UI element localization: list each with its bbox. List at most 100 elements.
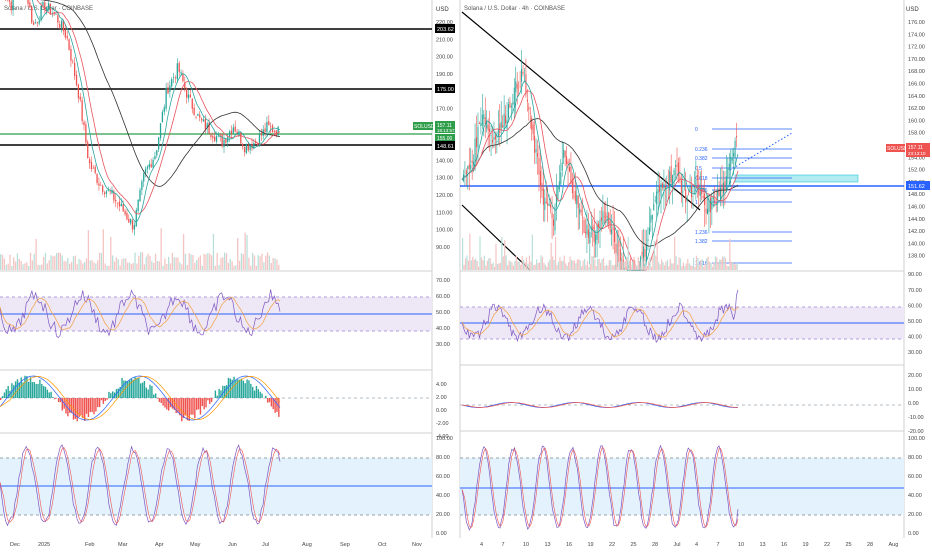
volume-bar — [136, 264, 137, 270]
volume-bar — [632, 261, 633, 270]
candle — [611, 230, 612, 234]
date-tick: 7 — [717, 542, 720, 548]
candle — [143, 173, 144, 181]
volume-bar — [161, 228, 162, 270]
candle — [126, 213, 127, 219]
volume-bar — [15, 262, 16, 270]
macd-bar — [194, 398, 195, 418]
candle — [485, 117, 486, 124]
volume-bar — [561, 261, 562, 270]
volume-bar — [556, 265, 557, 270]
date-tick: 4 — [695, 542, 698, 548]
volume-bar — [0, 254, 1, 270]
rsi-tick: 30.00 — [908, 350, 922, 356]
macd-bar — [203, 398, 204, 409]
macd-bar — [196, 398, 197, 410]
candle — [210, 135, 211, 137]
candle — [177, 63, 178, 79]
candle — [104, 192, 105, 194]
candle — [268, 121, 269, 125]
volume-bar — [520, 265, 521, 270]
macd-bar — [28, 382, 29, 398]
macd-bar — [155, 393, 156, 398]
candle — [668, 185, 669, 186]
candle — [675, 165, 676, 166]
candle — [476, 137, 477, 147]
rsi-tick: 50.00 — [436, 310, 450, 316]
volume-bar — [463, 265, 464, 270]
support-zone[interactable] — [735, 175, 858, 182]
macd-bar — [50, 392, 51, 398]
candle — [48, 3, 49, 8]
volume-bar — [95, 264, 96, 270]
candle — [604, 216, 605, 217]
volume-bar — [30, 253, 31, 270]
candle — [470, 165, 471, 169]
volume-bar — [609, 260, 610, 270]
price-tick: 166.00 — [908, 82, 925, 88]
macd-bar — [47, 390, 48, 398]
volume-bar — [504, 240, 505, 270]
volume-bar — [577, 259, 578, 270]
price-tick: 170.00 — [908, 57, 925, 63]
volume-bar — [112, 255, 113, 270]
candle — [106, 191, 107, 194]
candle — [576, 195, 577, 204]
volume-bar — [613, 265, 614, 270]
candle — [703, 196, 704, 198]
volume-bar — [564, 256, 565, 270]
candle — [469, 164, 470, 169]
volume-bar — [558, 262, 559, 270]
candle — [694, 186, 695, 188]
candle — [552, 213, 553, 218]
volume-bar — [203, 254, 204, 270]
candle — [40, 6, 41, 19]
macd-bar — [43, 386, 44, 398]
volume-bar — [590, 264, 591, 270]
volume-bar — [545, 265, 546, 270]
candle — [607, 216, 608, 217]
price-tick: 120.00 — [436, 193, 453, 199]
macd-bar — [226, 385, 227, 398]
candle — [736, 136, 737, 137]
candle — [249, 145, 250, 150]
candle — [543, 189, 544, 205]
volume-bar — [479, 236, 480, 270]
macd-tick: 10.00 — [908, 387, 922, 393]
candle — [565, 151, 566, 157]
volume-bar — [462, 238, 463, 270]
volume-bar — [707, 257, 708, 270]
volume-bar — [674, 237, 675, 270]
candle — [128, 219, 129, 223]
candle — [480, 123, 481, 126]
macd-bar — [254, 391, 255, 398]
candle — [193, 108, 194, 116]
macd-bar — [34, 382, 35, 398]
candle — [221, 134, 222, 146]
volume-bar — [226, 253, 227, 270]
macd-bar — [138, 378, 139, 398]
date-tick: 22 — [824, 542, 830, 548]
volume-bar — [510, 261, 511, 270]
volume-bar — [616, 265, 617, 270]
candle — [594, 224, 595, 241]
volume-bar — [9, 255, 10, 270]
macd-bar — [35, 384, 36, 398]
volume-bar — [680, 258, 681, 270]
volume-bar — [50, 255, 51, 270]
volume-bar — [261, 254, 262, 270]
macd-bar — [129, 380, 130, 398]
volume-bar — [657, 234, 658, 270]
candle — [130, 219, 131, 223]
volume-bar — [705, 264, 706, 270]
volume-bar — [21, 261, 22, 270]
volume-bar — [77, 264, 78, 270]
candle — [33, 23, 34, 25]
candle — [620, 249, 621, 263]
volume-bar — [153, 263, 154, 270]
macd-bar — [142, 383, 143, 398]
price-tick: 130.00 — [436, 176, 453, 182]
price-tick: 138.00 — [908, 254, 925, 260]
candle — [85, 124, 86, 142]
